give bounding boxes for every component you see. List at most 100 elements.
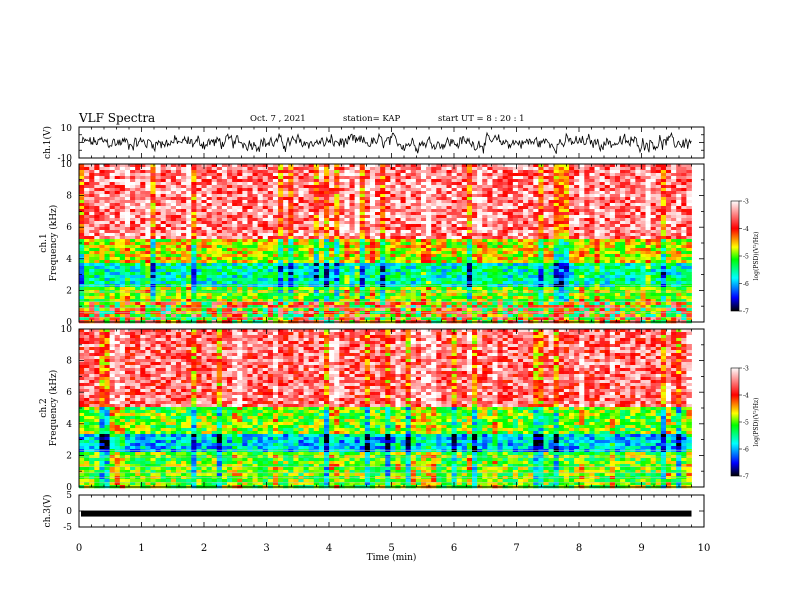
ch1-spec-cell [140, 206, 146, 210]
ch1-spec-cell [140, 308, 146, 312]
ch1-spec-cell [84, 221, 90, 225]
ch1-spec-cell [436, 209, 442, 213]
ch1-spec-cell [375, 299, 381, 303]
ch1-spec-cell [446, 245, 452, 249]
ch1-spec-cell [405, 176, 412, 180]
ch1-spec-cell [380, 308, 386, 312]
ch1-spec-cell [324, 224, 330, 228]
ch1-spec-cell [89, 203, 95, 207]
ch1-spec-cell [272, 200, 279, 204]
ch1-spec-cell [130, 263, 136, 267]
ch1-spec-cell [507, 164, 514, 168]
ch1-spec-cell [257, 203, 264, 207]
ch1-spec-cell [517, 278, 524, 282]
ch1-spec-cell [135, 167, 141, 171]
ch1-spec-cell [400, 245, 407, 249]
ch1-spec-cell [109, 299, 116, 303]
ch1-spec-cell [354, 182, 361, 186]
ch1-spec-cell [155, 239, 162, 243]
ch1-spec-cell [150, 266, 156, 270]
ch1-spec-cell [456, 176, 463, 180]
ch1-spec-cell [175, 224, 182, 228]
ch1-spec-cell [119, 314, 126, 318]
ch1-spec-cell [278, 185, 284, 189]
ch1-spec-cell [247, 176, 253, 180]
ch1-spec-cell [140, 164, 146, 168]
ch1-spec-cell [145, 233, 151, 237]
ch1-spec-cell [436, 212, 442, 216]
ch1-spec-cell [436, 227, 442, 231]
ch1-spec-cell [257, 266, 264, 270]
ch1-spec-cell [216, 308, 223, 312]
ch1-spec-cell [104, 221, 111, 225]
ch1-spec-cell [206, 188, 213, 192]
ch1-spec-cell [206, 257, 213, 261]
ch1-spec-cell [451, 239, 458, 243]
ch1-spec-cell [334, 248, 340, 252]
ch1-spec-cell [446, 230, 452, 234]
ch1-spec-cell [272, 299, 279, 303]
ch1-spec-cell [283, 257, 289, 261]
ch1-spec-cell [390, 218, 396, 222]
ch1-spec-cell [257, 281, 264, 285]
ch1-spec-cell [385, 293, 391, 297]
ch1-spec-cell [543, 242, 549, 246]
ch1-spec-cell [186, 179, 192, 183]
ch1-spec-cell [206, 230, 213, 234]
ch1-spec-cell [359, 179, 366, 183]
ch1-spec-cell [181, 236, 187, 240]
ch1-spec-cell [426, 173, 432, 177]
ch1-spec-cell [431, 170, 437, 174]
ch1-spec-cell [487, 272, 493, 276]
ch1-spec-cell [461, 305, 468, 309]
ch1-spec-cell [334, 197, 340, 201]
ch1-spec-cell [441, 266, 447, 270]
ch1-spec-cell [533, 266, 539, 270]
ch1-spec-cell [482, 308, 488, 312]
ch1-spec-cell [232, 260, 238, 264]
ch1-spec-cell [242, 218, 248, 222]
ch1-spec-cell [456, 266, 463, 270]
ch1-spec-cell [140, 167, 146, 171]
ch1-spec-cell [135, 275, 141, 279]
ch1-spec-cell [262, 188, 269, 192]
ch1-spec-cell [257, 317, 264, 321]
ch1-spec-cell [247, 233, 253, 237]
ch1-spec-cell [405, 257, 412, 261]
ch1-spec-cell [257, 242, 264, 246]
ch1-spec-cell [79, 260, 85, 264]
ch1-spec-cell [324, 188, 330, 192]
ch1-spec-cell [390, 182, 396, 186]
ch1-spec-cell [114, 203, 121, 207]
ch1-spec-cell [318, 173, 325, 177]
ch1-spec-cell [79, 221, 85, 225]
ch1-spec-cell [206, 281, 213, 285]
ch1-spec-cell [477, 302, 483, 306]
ch1-spec-cell [272, 227, 279, 231]
ch1-spec-cell [533, 173, 539, 177]
ch1-spec-cell [272, 272, 279, 276]
ch1-spec-cell [369, 299, 376, 303]
ch1-spec-cell [461, 233, 468, 237]
ch1-spec-cell [99, 266, 105, 270]
ch1-spec-cell [482, 266, 488, 270]
ch1-spec-cell [436, 179, 442, 183]
ch1-spec-cell [130, 275, 136, 279]
ch1-spec-cell [405, 215, 412, 219]
ch1-spec-cell [298, 317, 304, 321]
ch1-spec-cell [175, 248, 182, 252]
ch1-spec-cell [293, 182, 299, 186]
ch1-spec-cell [523, 230, 529, 234]
ch1-spec-cell [165, 236, 172, 240]
ch1-spec-cell [466, 164, 473, 168]
ch1-spec-cell [487, 221, 493, 225]
ch1-spec-cell [175, 260, 182, 264]
ch1-spec-cell [175, 233, 182, 237]
ch1-spec-cell [523, 263, 529, 267]
ch1-spec-cell [431, 194, 437, 198]
ch1-spec-cell [109, 263, 116, 267]
ch1-spec-cell [472, 230, 478, 234]
ch1-spec-cell [124, 266, 131, 270]
ch1-spec-cell [318, 275, 325, 279]
ch1-spec-cell [308, 317, 315, 321]
